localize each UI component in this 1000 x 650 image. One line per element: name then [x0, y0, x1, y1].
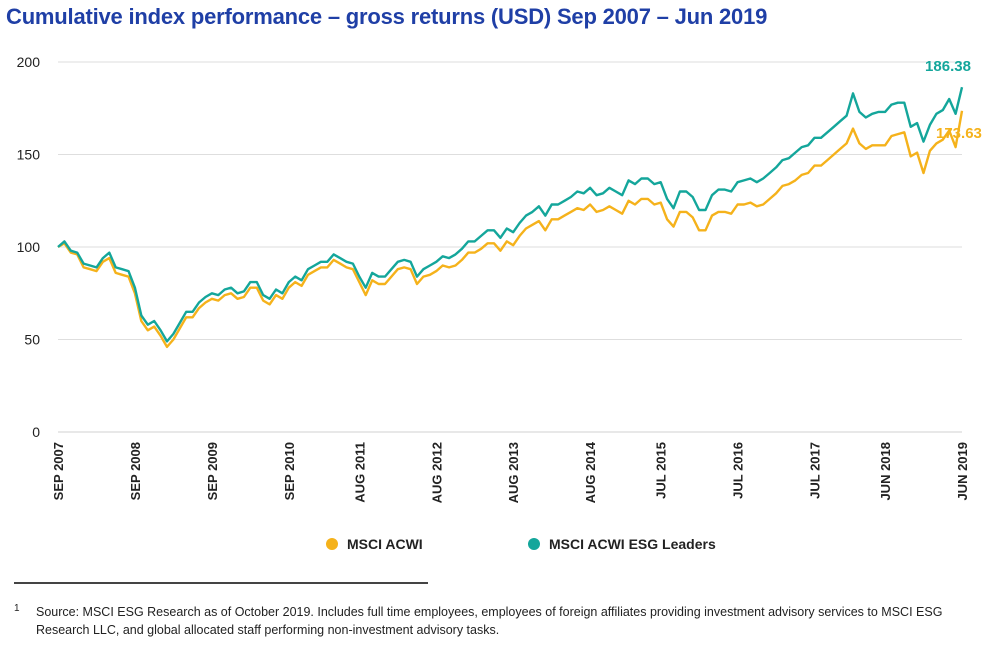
series-line-msci-acwi-esg-leaders — [57, 86, 964, 343]
legend-dot-acwi — [326, 538, 338, 550]
x-tick-label: SEP 2007 — [51, 442, 66, 500]
end-labels: 173.63 186.38 — [925, 58, 982, 142]
x-tick-label: AUG 2014 — [583, 441, 598, 503]
legend-item-msci-acwi-esg-leaders: MSCI ACWI ESG Leaders — [528, 536, 716, 552]
x-tick-label: JUN 2018 — [878, 442, 893, 501]
chart-title: Cumulative index performance – gross ret… — [6, 4, 768, 29]
gridlines — [58, 61, 962, 433]
footnote-marker: 1 — [14, 603, 20, 614]
x-tick-label: SEP 2009 — [205, 442, 220, 500]
x-tick-label: AUG 2013 — [506, 442, 521, 503]
x-tick-label: AUG 2012 — [429, 442, 444, 503]
y-axis: 0 50 100 150 200 — [17, 54, 41, 440]
x-tick-label: JUN 2019 — [955, 442, 970, 501]
x-axis: SEP 2007 SEP 2008 SEP 2009 SEP 2010 AUG 2011… — [51, 441, 970, 503]
footnote-divider — [14, 582, 428, 584]
legend-label: MSCI ACWI ESG Leaders — [549, 536, 716, 552]
x-tick-label: JUL 2015 — [654, 442, 669, 499]
x-tick-label: AUG 2011 — [352, 442, 367, 503]
footnote: 1 Source: MSCI ESG Research as of Octobe… — [14, 603, 994, 639]
y-tick-label: 200 — [17, 54, 41, 70]
series-lines — [57, 86, 964, 349]
y-tick-label: 50 — [24, 332, 40, 348]
legend-dot-esg — [528, 538, 540, 550]
x-tick-label: SEP 2010 — [282, 442, 297, 500]
y-tick-label: 150 — [17, 147, 41, 163]
end-label-msci-acwi-esg-leaders: 186.38 — [925, 58, 971, 75]
footnote-text: Source: MSCI ESG Research as of October … — [36, 605, 943, 637]
end-label-msci-acwi: 173.63 — [936, 125, 982, 142]
legend-item-msci-acwi: MSCI ACWI — [326, 536, 423, 552]
legend-label: MSCI ACWI — [347, 536, 423, 552]
x-tick-label: JUL 2017 — [808, 442, 823, 499]
x-tick-label: JUL 2016 — [731, 442, 746, 499]
x-tick-label: SEP 2008 — [128, 442, 143, 500]
legend: MSCI ACWI MSCI ACWI ESG Leaders — [0, 536, 1000, 556]
series-line-msci-acwi — [57, 110, 964, 349]
y-tick-label: 0 — [32, 424, 40, 440]
y-tick-label: 100 — [17, 239, 41, 255]
